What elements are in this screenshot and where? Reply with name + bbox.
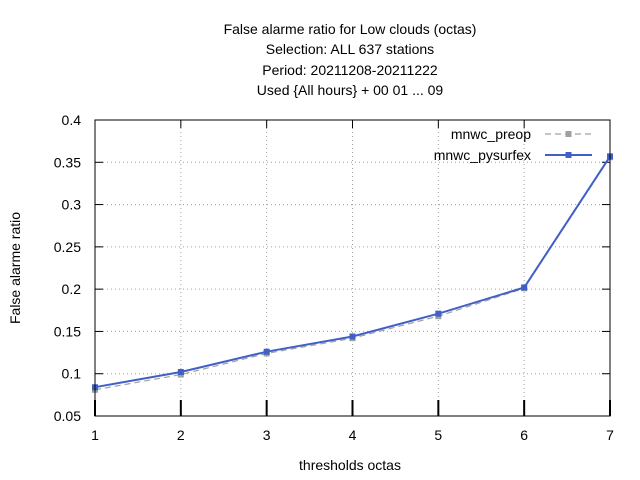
x-tick-label: 3	[263, 427, 271, 443]
title-line-2: Selection: ALL 637 stations	[266, 41, 434, 57]
title-line-3: Period: 20211208-20211222	[262, 62, 438, 78]
data-point-mnwc_pysurfex	[349, 333, 356, 340]
x-axis-label: thresholds octas	[299, 457, 401, 473]
y-tick-label: 0.25	[54, 239, 81, 255]
title-line-4: Used {All hours} + 00 01 ... 09	[257, 82, 444, 98]
plot-frame	[94, 119, 611, 417]
grid-lines	[95, 120, 610, 416]
y-tick-label: 0.1	[62, 366, 82, 382]
x-tick-labels: 1 2 3 4 5 6 7	[91, 427, 614, 443]
x-tick-label: 4	[349, 427, 357, 443]
data-point-mnwc_pysurfex	[521, 284, 528, 291]
title-line-1: False alarme ratio for Low clouds (octas…	[224, 21, 477, 37]
legend-label-mnwc_pysurfex: mnwc_pysurfex	[434, 147, 531, 163]
chart-title: False alarme ratio for Low clouds (octas…	[224, 21, 477, 98]
x-tick-label: 2	[177, 427, 185, 443]
x-tick-label: 6	[520, 427, 528, 443]
x-tick-label: 1	[91, 427, 99, 443]
y-tick-label: 0.15	[54, 323, 81, 339]
y-tick-label: 0.4	[62, 112, 82, 128]
data-point-mnwc_pysurfex	[263, 348, 270, 355]
y-tick-label: 0.2	[62, 281, 82, 297]
y-tick-label: 0.35	[54, 154, 81, 170]
legend-marker-mnwc_preop	[565, 131, 572, 137]
legend: mnwc_preop mnwc_pysurfex	[434, 126, 592, 163]
data-point-mnwc_pysurfex	[177, 369, 184, 376]
legend-label-mnwc_preop: mnwc_preop	[451, 126, 531, 142]
y-axis-label: False alarme ratio	[7, 212, 23, 324]
y-tick-label: 0.05	[54, 408, 81, 424]
legend-marker-mnwc_pysurfex	[565, 152, 572, 158]
y-tick-label: 0.3	[62, 197, 82, 213]
x-tick-label: 5	[434, 427, 442, 443]
y-tick-labels: 0.05 0.1 0.15 0.2 0.25 0.3 0.35 0.4	[54, 112, 81, 424]
data-point-mnwc_pysurfex	[435, 310, 442, 317]
x-tick-label: 7	[606, 427, 614, 443]
